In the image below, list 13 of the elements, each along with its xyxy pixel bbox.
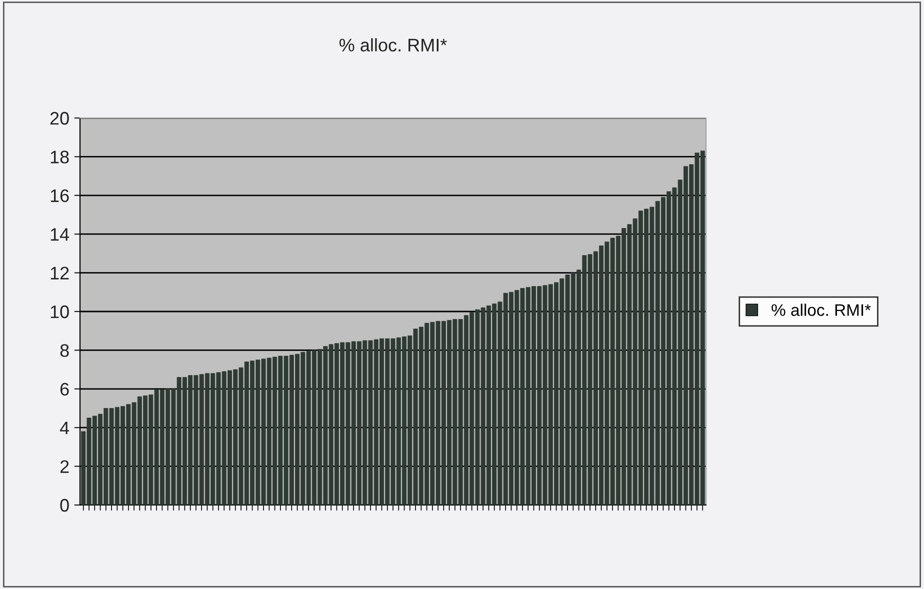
y-tick-label: 10 (50, 305, 69, 318)
y-tick-label: 20 (50, 112, 69, 125)
y-tick-label: 4 (60, 422, 70, 434)
legend-label: % alloc. RMI* (772, 304, 871, 316)
y-tick-label: 14 (50, 228, 70, 241)
y-tick-label: 8 (60, 344, 69, 357)
y-tick-label: 16 (50, 189, 69, 202)
y-tick-label: 6 (60, 382, 69, 396)
chart-title: % alloc. RMI* (339, 38, 447, 52)
y-tick-label: 0 (60, 498, 69, 512)
y-tick-label: 18 (50, 150, 69, 164)
y-tick-label: 12 (50, 266, 69, 280)
y-tick-label: 2 (60, 460, 69, 473)
